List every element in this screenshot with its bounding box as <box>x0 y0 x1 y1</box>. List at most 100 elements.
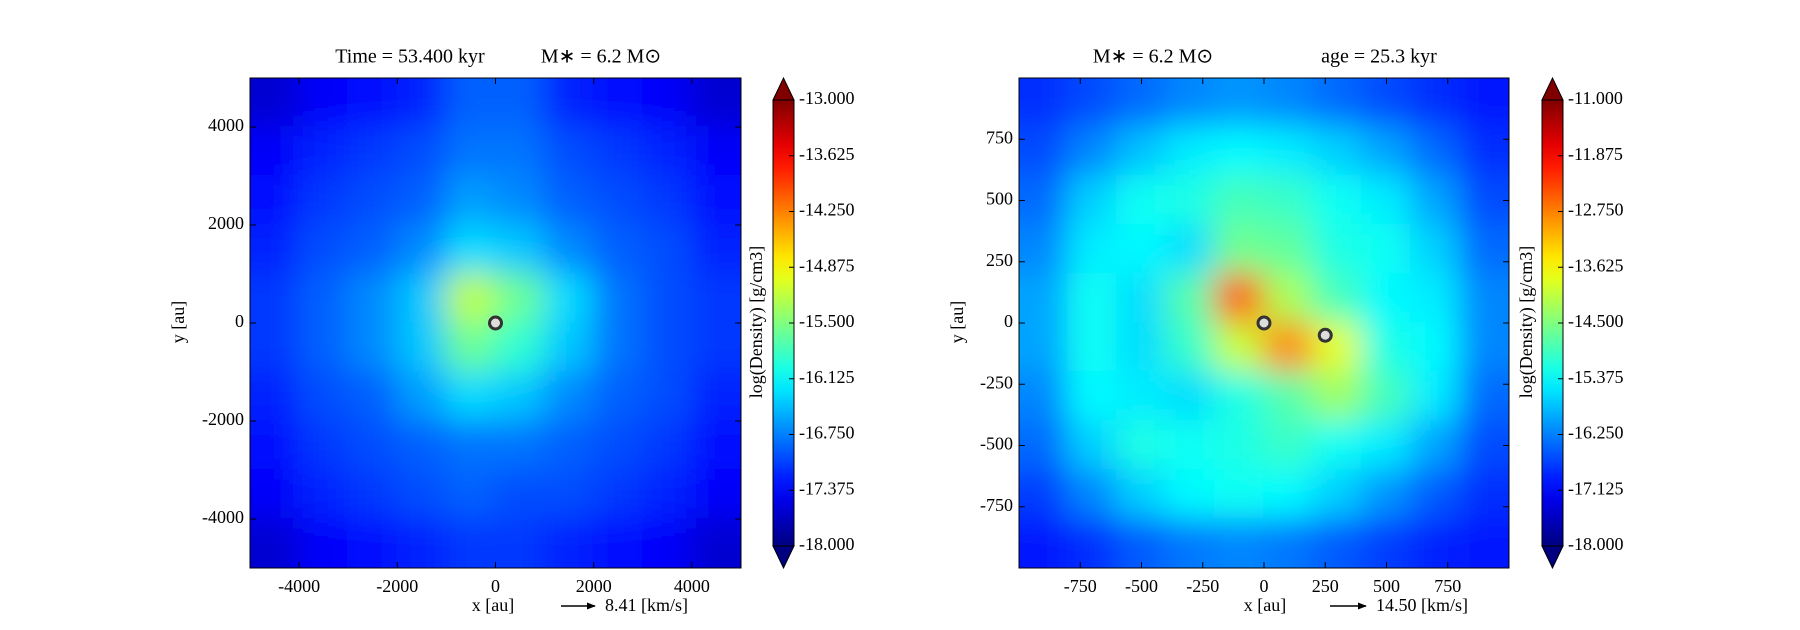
density-cell <box>1019 224 1069 275</box>
y-tick-label: 750 <box>986 127 1013 147</box>
density-cell <box>1214 371 1265 422</box>
y-tick-label: -500 <box>980 434 1013 454</box>
density-cell <box>1263 78 1314 128</box>
density-cell <box>445 322 497 373</box>
density-cell <box>1067 420 1118 471</box>
density-cell <box>445 78 497 128</box>
density-cell <box>1165 469 1216 520</box>
density-cell <box>592 126 644 177</box>
density-cell <box>1067 126 1118 177</box>
y-axis-label: y [au] <box>947 301 967 343</box>
star <box>1256 315 1272 331</box>
density-cell <box>445 420 497 471</box>
density-cell <box>690 420 741 471</box>
density-cell <box>1410 175 1461 226</box>
density-cell <box>396 273 448 324</box>
density-cell <box>1459 273 1509 324</box>
density-cell <box>1214 224 1265 275</box>
density-cell <box>690 518 741 568</box>
density-cell <box>1312 273 1363 324</box>
density-cell <box>494 175 546 226</box>
density-cell <box>641 469 693 520</box>
colorbar-extend <box>1541 545 1564 570</box>
density-cell <box>298 126 350 177</box>
density-cell <box>543 469 595 520</box>
density-cell <box>396 371 448 422</box>
density-cell <box>250 322 301 373</box>
title: M∗ = 6.2 M⊙ <box>541 46 661 68</box>
colorbar-tick-label: -11.875 <box>1568 144 1623 164</box>
density-cell <box>1361 78 1412 128</box>
density-cell <box>396 78 448 128</box>
density-cell <box>494 371 546 422</box>
colorbar-tick-label: -15.375 <box>1568 367 1624 387</box>
density-cell <box>445 518 497 568</box>
density-cell <box>347 224 399 275</box>
density-cell <box>347 371 399 422</box>
density-cell <box>641 224 693 275</box>
density-cell <box>396 322 448 373</box>
star <box>1317 327 1333 343</box>
colorbar-label: log(Density) [g/cm3] <box>746 246 767 398</box>
x-tick-label: -2000 <box>376 576 418 596</box>
density-cell <box>347 175 399 226</box>
density-cell <box>445 175 497 226</box>
density-cell <box>494 420 546 471</box>
density-cell <box>690 273 741 324</box>
star <box>488 315 503 331</box>
density-cell <box>250 469 301 520</box>
density-cell <box>1312 126 1363 177</box>
density-cell <box>1165 322 1216 373</box>
density-cell <box>690 322 741 373</box>
density-cell <box>592 224 644 275</box>
density-cell <box>1312 371 1363 422</box>
y-tick-label: -750 <box>980 495 1013 515</box>
density-cell <box>494 126 546 177</box>
density-cell <box>1116 322 1167 373</box>
density-cell <box>1410 518 1461 568</box>
density-cell <box>1410 224 1461 275</box>
x-tick-label: -250 <box>1186 576 1219 596</box>
density-cell <box>250 126 301 177</box>
density-cell <box>494 273 546 324</box>
title: M∗ = 6.2 M⊙ <box>1093 46 1213 68</box>
density-cell <box>592 371 644 422</box>
density-cell <box>1361 175 1412 226</box>
density-cell <box>298 273 350 324</box>
density-cell <box>1361 322 1412 373</box>
density-cell <box>1263 420 1314 471</box>
density-cell <box>1410 126 1461 177</box>
density-cell <box>1165 420 1216 471</box>
colorbar-tick-label: -11.000 <box>1568 88 1623 108</box>
density-cell <box>1312 224 1363 275</box>
colorbar-tick-label: -13.625 <box>1568 255 1624 275</box>
density-cell <box>1214 420 1265 471</box>
colorbar-tick-label: -13.625 <box>799 144 855 164</box>
density-cell <box>592 420 644 471</box>
density-cell <box>592 78 644 128</box>
density-cell <box>1019 175 1069 226</box>
density-cell <box>1165 224 1216 275</box>
density-cell <box>1019 126 1069 177</box>
density-cell <box>1361 371 1412 422</box>
density-cell <box>1214 322 1265 373</box>
density-cell <box>543 224 595 275</box>
density-cell <box>1459 469 1509 520</box>
density-cell <box>1067 469 1118 520</box>
density-cell <box>592 175 644 226</box>
x-tick-label: 250 <box>1312 576 1339 596</box>
density-cell <box>1067 518 1118 568</box>
colorbar-extend <box>772 76 795 101</box>
quiver-key-label: 8.41 [km/s] <box>605 595 688 615</box>
colorbar-tick-label: -16.125 <box>799 367 855 387</box>
density-cell <box>1312 78 1363 128</box>
x-tick-label: 4000 <box>674 576 710 596</box>
colorbar-label: log(Density) [g/cm3] <box>1516 246 1537 398</box>
density-cell <box>1067 273 1118 324</box>
x-tick-label: -500 <box>1125 576 1158 596</box>
density-cell <box>1361 420 1412 471</box>
density-cell <box>690 224 741 275</box>
density-cell <box>1019 518 1069 568</box>
density-cell <box>1312 322 1363 373</box>
y-tick-label: -4000 <box>202 507 244 527</box>
